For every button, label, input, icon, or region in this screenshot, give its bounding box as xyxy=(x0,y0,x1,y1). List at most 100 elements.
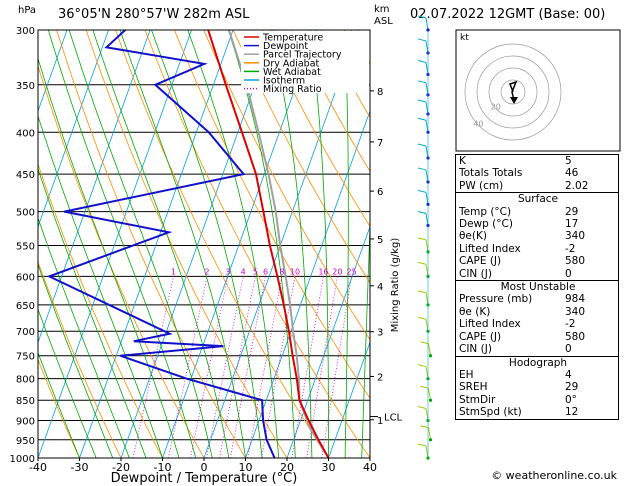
x-tick-label: -30 xyxy=(71,461,89,474)
pressure-tick-label: 350 xyxy=(16,81,35,92)
pressure-tick-label: 600 xyxy=(16,272,35,283)
most-unstable-label: CAPE (J) xyxy=(459,330,502,343)
dry-adiabat-line xyxy=(144,30,370,458)
hodograph-row: StmSpd (kt) 12 xyxy=(456,406,620,418)
surface-label: Temp (°C) xyxy=(459,205,512,218)
wind-barb-staff xyxy=(425,292,429,305)
mixing-ratio-line xyxy=(247,276,283,458)
index-row: Totals Totals 46 xyxy=(456,167,620,179)
legend-label: Parcel Trajectory xyxy=(263,50,342,61)
hodograph-label: StmDir xyxy=(459,393,496,406)
pressure-tick-label: 800 xyxy=(16,375,35,386)
surface-table: Surface Temp (°C) 29 Dewp (°C) 17 θe(K) 340 Lif… xyxy=(456,193,620,280)
most-unstable-label: CIN (J) xyxy=(459,343,492,356)
pressure-tick-label: 300 xyxy=(16,26,35,37)
surface-value: 17 xyxy=(565,218,579,231)
hodograph-ring xyxy=(500,79,526,105)
lcl-label: LCL xyxy=(384,413,403,424)
most-unstable-title: Most Unstable xyxy=(500,281,576,294)
wind-barb-flag xyxy=(420,341,429,345)
wind-barb-staff xyxy=(425,40,429,54)
wind-barb-flag xyxy=(417,406,427,410)
wet-adiabat-line xyxy=(38,167,147,458)
most-unstable-label: Lifted Index xyxy=(459,318,521,331)
hodograph-trace xyxy=(509,80,518,101)
wind-barb-staff xyxy=(428,427,431,440)
mixing-ratio-label: 16 xyxy=(318,267,328,276)
station-location: 36°05'N 280°57'W 282m ASL xyxy=(58,7,250,22)
hodograph-ring-label: 40 xyxy=(473,120,483,129)
dry-adiabat-line xyxy=(232,30,370,284)
pressure-tick-label: 900 xyxy=(16,417,35,428)
legend-label: Temperature xyxy=(262,33,323,44)
most-unstable-value: 340 xyxy=(565,305,586,318)
most-unstable-table: Most Unstable Pressure (mb) 984 θe (K) 340 Li… xyxy=(456,281,620,355)
mixing-ratio-line xyxy=(229,276,266,458)
km-asl-label: km ASL xyxy=(374,4,393,28)
hodograph-row: SREH 29 xyxy=(456,381,620,393)
mixing-ratio-line xyxy=(189,276,229,458)
wind-barb-staff xyxy=(425,264,429,277)
indices-table: K 5 Totals Totals 46 PW (cm) 2.02 xyxy=(456,155,620,192)
dry-adiabat-line xyxy=(85,30,288,458)
wind-barb-flag xyxy=(417,364,427,368)
mixing-ratio-line xyxy=(321,276,353,458)
wind-barb-flag xyxy=(417,117,427,121)
wind-profile xyxy=(417,15,433,460)
surface-row: CIN (J) 0 xyxy=(456,268,620,280)
x-tick-label: 20 xyxy=(280,461,294,474)
legend-label: Isotherm xyxy=(263,76,305,87)
x-tick-label: -10 xyxy=(154,461,172,474)
wet-adiabat-line xyxy=(38,351,80,458)
most-unstable-label: Pressure (mb) xyxy=(459,293,533,306)
surface-value: 580 xyxy=(565,255,586,268)
pressure-tick-label: 550 xyxy=(16,241,35,252)
index-label: K xyxy=(459,155,466,167)
most-unstable-row: Lifted Index -2 xyxy=(456,318,620,330)
wind-barb-flag xyxy=(417,443,427,447)
index-value: 46 xyxy=(565,167,579,180)
surface-header-row: Surface xyxy=(456,193,620,205)
wind-barb-flag xyxy=(417,80,427,84)
wet-adiabat-line xyxy=(48,30,197,458)
x-tick-label: 0 xyxy=(201,461,208,474)
hodograph-label: SREH xyxy=(459,381,488,394)
forecast-date: 02.07.2022 12GMT (Base: 00) xyxy=(410,7,606,22)
surface-label: Dewp (°C) xyxy=(459,218,513,231)
hodograph-value: 29 xyxy=(565,381,579,394)
km-label-line2: ASL xyxy=(374,16,393,27)
km-tick-label: 8 xyxy=(377,87,383,98)
wind-barb-flag xyxy=(417,290,427,294)
dry-adiabat-line xyxy=(291,30,370,173)
hodograph-label: StmSpd (kt) xyxy=(459,406,522,419)
wet-adiabat-line xyxy=(344,30,349,458)
axes: 3003504004505005506006507007508008509009… xyxy=(10,26,403,486)
wind-barb-staff xyxy=(425,192,429,205)
surface-value: 29 xyxy=(565,205,579,218)
dry-adiabat-line xyxy=(262,30,370,228)
wind-barb-flag xyxy=(420,385,429,389)
wind-barb-staff xyxy=(425,445,429,459)
wind-barb-staff xyxy=(425,120,429,133)
pressure-tick-label: 750 xyxy=(16,352,35,363)
wind-barb-flag xyxy=(417,316,427,320)
most-unstable-label: θe (K) xyxy=(459,305,491,318)
wind-barb-flag xyxy=(417,38,427,42)
mixing-ratio-axis-label: Mixing Ratio (g/kg) xyxy=(390,238,401,333)
storm-motion-marker xyxy=(510,97,518,104)
wind-barb-dot xyxy=(428,438,433,442)
wind-barb-staff xyxy=(425,239,429,252)
hodograph-frame xyxy=(455,29,621,152)
wind-barb-staff xyxy=(425,213,429,226)
wind-barb-flag xyxy=(417,60,427,63)
hpa-axis-label: hPa xyxy=(18,5,37,16)
surface-row: Temp (°C) 29 xyxy=(456,206,620,218)
wind-barb-staff xyxy=(425,17,429,31)
wind-barb-staff xyxy=(425,82,429,95)
profiles xyxy=(46,30,330,458)
hodograph-value: 4 xyxy=(565,368,572,381)
hodograph: kt 20 40 xyxy=(455,29,621,152)
wind-barb-flag xyxy=(417,211,427,215)
mixing-ratio-label: 25 xyxy=(347,267,357,276)
